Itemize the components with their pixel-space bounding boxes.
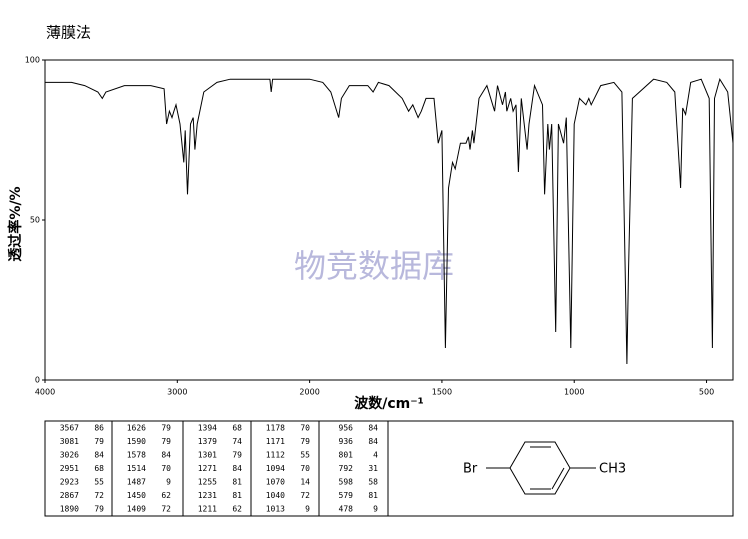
peak-transmittance: 86 xyxy=(94,424,104,433)
peak-transmittance: 14 xyxy=(300,478,310,487)
y-tick-label: 100 xyxy=(25,56,40,65)
table-frame xyxy=(44,420,734,517)
peak-wavenumber: 1301 xyxy=(198,451,217,460)
peak-wavenumber: 792 xyxy=(339,464,354,473)
ring xyxy=(509,441,571,495)
peak-transmittance: 84 xyxy=(94,451,104,460)
y-axis-label: 透过率%/% xyxy=(7,186,24,261)
peak-wavenumber: 3026 xyxy=(60,451,79,460)
peak-transmittance: 68 xyxy=(232,424,242,433)
peak-transmittance: 72 xyxy=(94,491,104,500)
peak-transmittance: 31 xyxy=(368,464,378,473)
peak-wavenumber: 956 xyxy=(339,424,354,433)
double-bond xyxy=(551,467,565,490)
peak-transmittance: 84 xyxy=(368,437,378,446)
peak-wavenumber: 2951 xyxy=(60,464,79,473)
watermark: 物竞数据库 xyxy=(294,247,454,285)
peak-wavenumber: 598 xyxy=(339,478,354,487)
peak-transmittance: 81 xyxy=(232,491,242,500)
peak-transmittance: 79 xyxy=(94,437,104,446)
peak-transmittance: 81 xyxy=(232,478,242,487)
peak-wavenumber: 801 xyxy=(339,451,354,460)
peak-wavenumber: 1040 xyxy=(266,491,285,500)
peak-transmittance: 4 xyxy=(373,451,378,460)
peak-wavenumber: 2923 xyxy=(60,478,79,487)
peak-wavenumber: 1626 xyxy=(127,424,146,433)
x-tick-label: 1000 xyxy=(564,388,584,397)
peak-transmittance: 68 xyxy=(94,464,104,473)
left-group: Br xyxy=(463,462,478,477)
peak-wavenumber: 1211 xyxy=(198,505,217,514)
peak-transmittance: 79 xyxy=(161,437,171,446)
peak-transmittance: 55 xyxy=(94,478,104,487)
peak-wavenumber: 1231 xyxy=(198,491,217,500)
peak-wavenumber: 1171 xyxy=(266,437,285,446)
peak-transmittance: 70 xyxy=(300,464,310,473)
peak-wavenumber: 1271 xyxy=(198,464,217,473)
peak-wavenumber: 1450 xyxy=(127,491,146,500)
peak-wavenumber: 1013 xyxy=(266,505,285,514)
peak-wavenumber: 1487 xyxy=(127,478,146,487)
page-title: 薄膜法 xyxy=(46,24,91,42)
peak-wavenumber: 1394 xyxy=(198,424,217,433)
peak-transmittance: 58 xyxy=(368,478,378,487)
peak-wavenumber: 1255 xyxy=(198,478,217,487)
peak-wavenumber: 1112 xyxy=(266,451,285,460)
x-tick-label: 1500 xyxy=(432,388,452,397)
peak-transmittance: 9 xyxy=(166,478,171,487)
peak-wavenumber: 936 xyxy=(339,437,354,446)
peak-wavenumber: 478 xyxy=(339,505,354,514)
peak-transmittance: 55 xyxy=(300,451,310,460)
peak-wavenumber: 1578 xyxy=(127,451,146,460)
peak-transmittance: 72 xyxy=(161,505,171,514)
peak-transmittance: 79 xyxy=(232,451,242,460)
peak-wavenumber: 3567 xyxy=(60,424,79,433)
peak-transmittance: 72 xyxy=(300,491,310,500)
peak-transmittance: 84 xyxy=(161,451,171,460)
peak-transmittance: 70 xyxy=(161,464,171,473)
peak-wavenumber: 1379 xyxy=(198,437,217,446)
x-tick-label: 2000 xyxy=(299,388,319,397)
peak-wavenumber: 1070 xyxy=(266,478,285,487)
peak-wavenumber: 579 xyxy=(339,491,354,500)
peak-transmittance: 9 xyxy=(373,505,378,514)
peak-transmittance: 9 xyxy=(305,505,310,514)
peak-transmittance: 79 xyxy=(161,424,171,433)
peak-transmittance: 79 xyxy=(94,505,104,514)
x-tick-label: 4000 xyxy=(35,388,55,397)
peak-transmittance: 62 xyxy=(161,491,171,500)
peak-transmittance: 70 xyxy=(300,424,310,433)
peak-wavenumber: 1178 xyxy=(266,424,285,433)
x-tick-label: 500 xyxy=(699,388,714,397)
peak-transmittance: 79 xyxy=(300,437,310,446)
peak-wavenumber: 1890 xyxy=(60,505,79,514)
peak-wavenumber: 3081 xyxy=(60,437,79,446)
peak-transmittance: 84 xyxy=(232,464,242,473)
spectrum-line xyxy=(45,77,734,365)
y-tick-label: 0 xyxy=(35,376,40,385)
peak-transmittance: 62 xyxy=(232,505,242,514)
x-axis-label: 波数/cm⁻¹ xyxy=(354,395,424,412)
peak-wavenumber: 1094 xyxy=(266,464,285,473)
table-dividers xyxy=(111,421,389,516)
y-tick-label: 50 xyxy=(30,216,40,225)
peak-wavenumber: 1590 xyxy=(127,437,146,446)
peak-transmittance: 81 xyxy=(368,491,378,500)
peak-transmittance: 84 xyxy=(368,424,378,433)
x-tick-label: 3000 xyxy=(167,388,187,397)
peak-transmittance: 74 xyxy=(232,437,242,446)
peak-wavenumber: 2867 xyxy=(60,491,79,500)
peak-wavenumber: 1409 xyxy=(127,505,146,514)
benzene-ring xyxy=(486,441,596,495)
peak-wavenumber: 1514 xyxy=(127,464,146,473)
right-group: CH3 xyxy=(599,462,626,477)
